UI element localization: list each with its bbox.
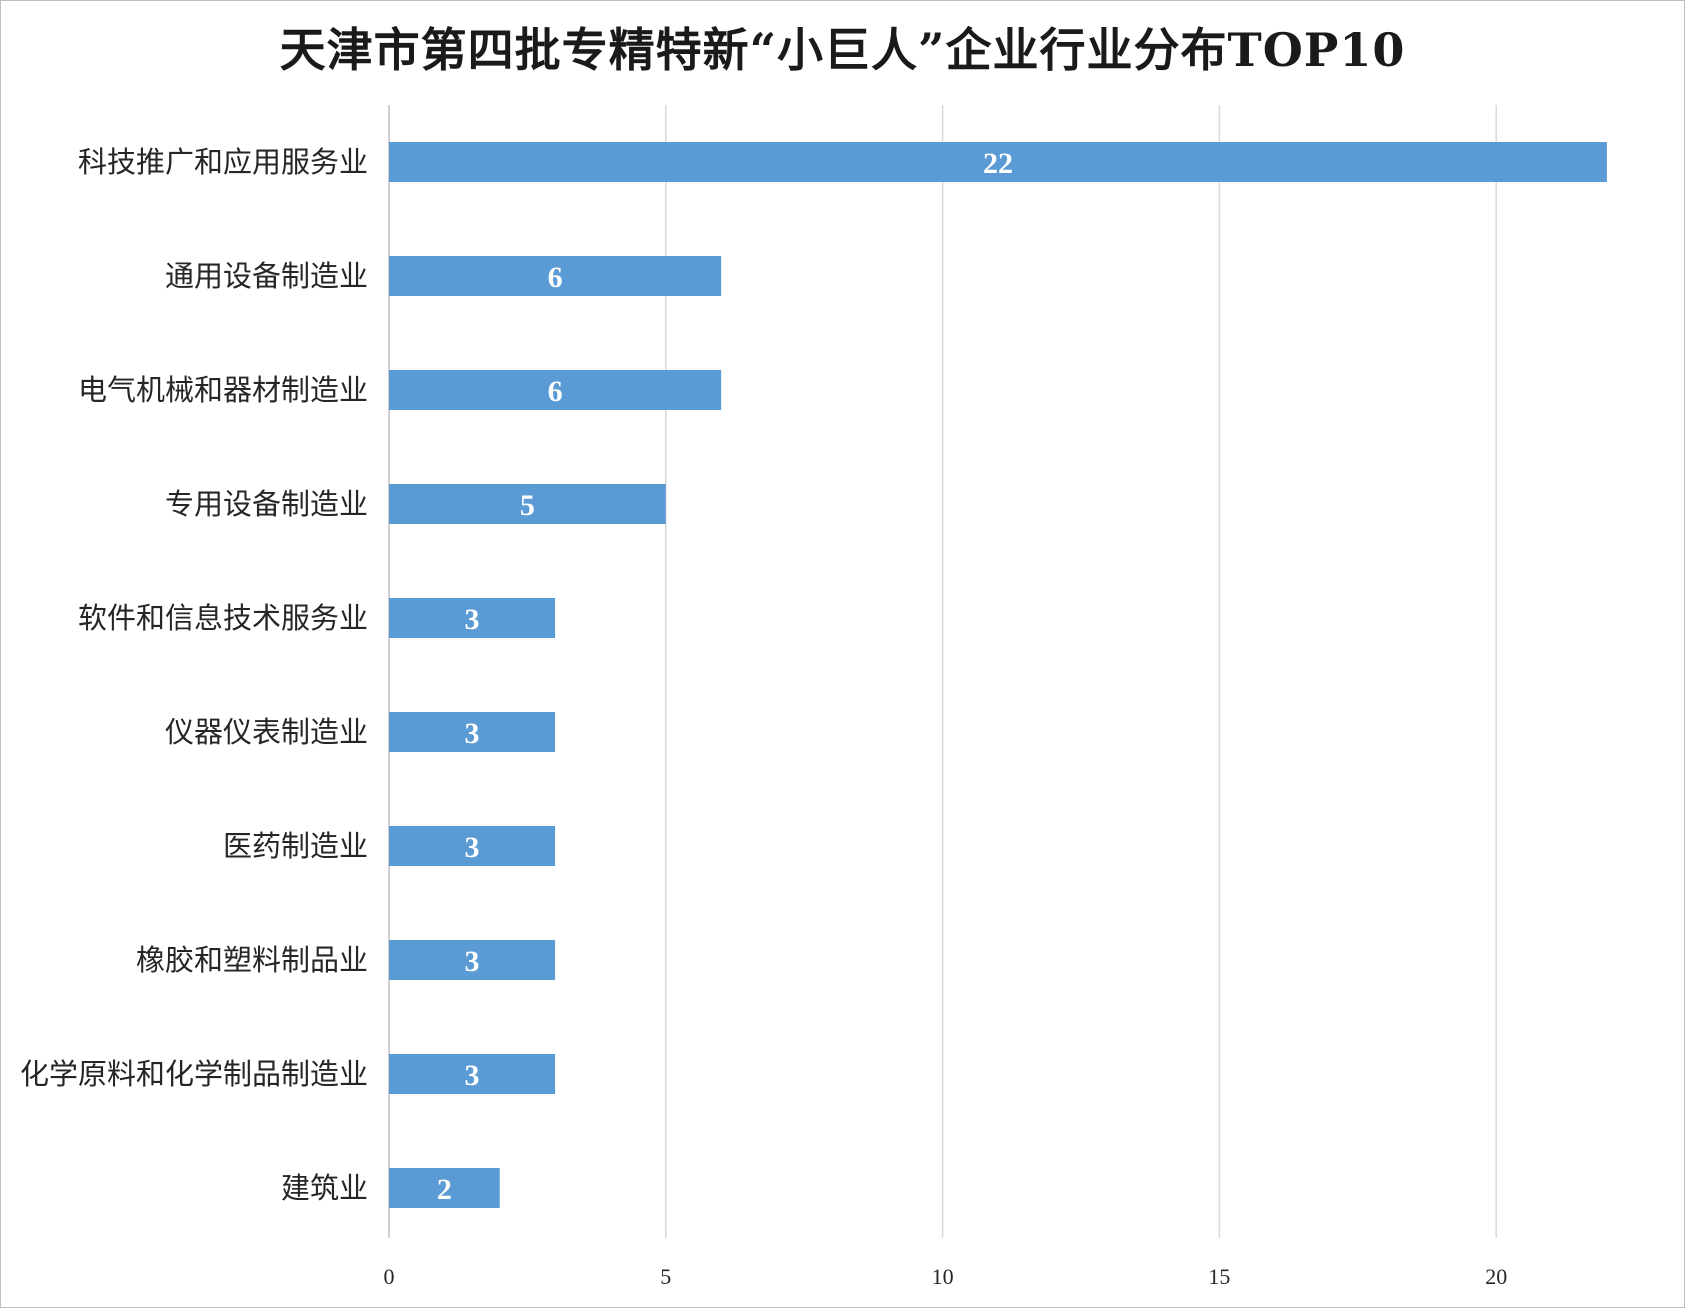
x-tick-label: 15 [1208,1264,1230,1289]
bar [389,142,1607,182]
category-label: 化学原料和化学制品制造业 [20,1057,368,1091]
category-label: 科技推广和应用服务业 [78,145,368,179]
x-tick-label: 10 [932,1264,954,1289]
bar [389,598,556,638]
category-label: 软件和信息技术服务业 [78,601,368,635]
x-axis-tick-labels: 0 5 10 15 20 [384,1264,1508,1289]
chart-title: 天津市第四批专精特新“小巨人”企业行业分布TOP10 [279,23,1406,77]
bar [389,712,556,752]
data-label: 6 [548,261,563,294]
bars [389,142,1607,1208]
category-label: 仪器仪表制造业 [165,715,368,749]
bar [389,940,556,980]
data-label: 3 [465,945,480,978]
data-label: 3 [465,603,480,636]
bar [389,370,722,410]
category-label: 通用设备制造业 [165,259,368,293]
bar [389,1168,500,1208]
bar [389,826,556,866]
x-tick-label: 0 [384,1264,395,1289]
data-label: 22 [983,147,1013,180]
category-label: 橡胶和塑料制品业 [136,943,368,977]
bar [389,256,722,296]
data-label: 6 [548,375,563,408]
category-labels: 科技推广和应用服务业通用设备制造业电气机械和器材制造业专用设备制造业软件和信息技… [20,145,368,1205]
data-label: 3 [465,1059,480,1092]
category-label: 电气机械和器材制造业 [78,373,368,407]
category-label: 专用设备制造业 [165,487,368,521]
category-label: 医药制造业 [223,829,368,863]
x-tick-label: 5 [660,1264,671,1289]
data-label: 5 [520,489,535,522]
bar [389,484,666,524]
data-label: 3 [465,831,480,864]
bar [389,1054,556,1094]
data-label: 3 [465,717,480,750]
x-tick-label: 20 [1485,1264,1507,1289]
category-label: 建筑业 [281,1171,368,1205]
data-labels: 22 6 6 5 3 3 3 3 3 2 [437,147,1013,1206]
data-label: 2 [437,1173,452,1206]
